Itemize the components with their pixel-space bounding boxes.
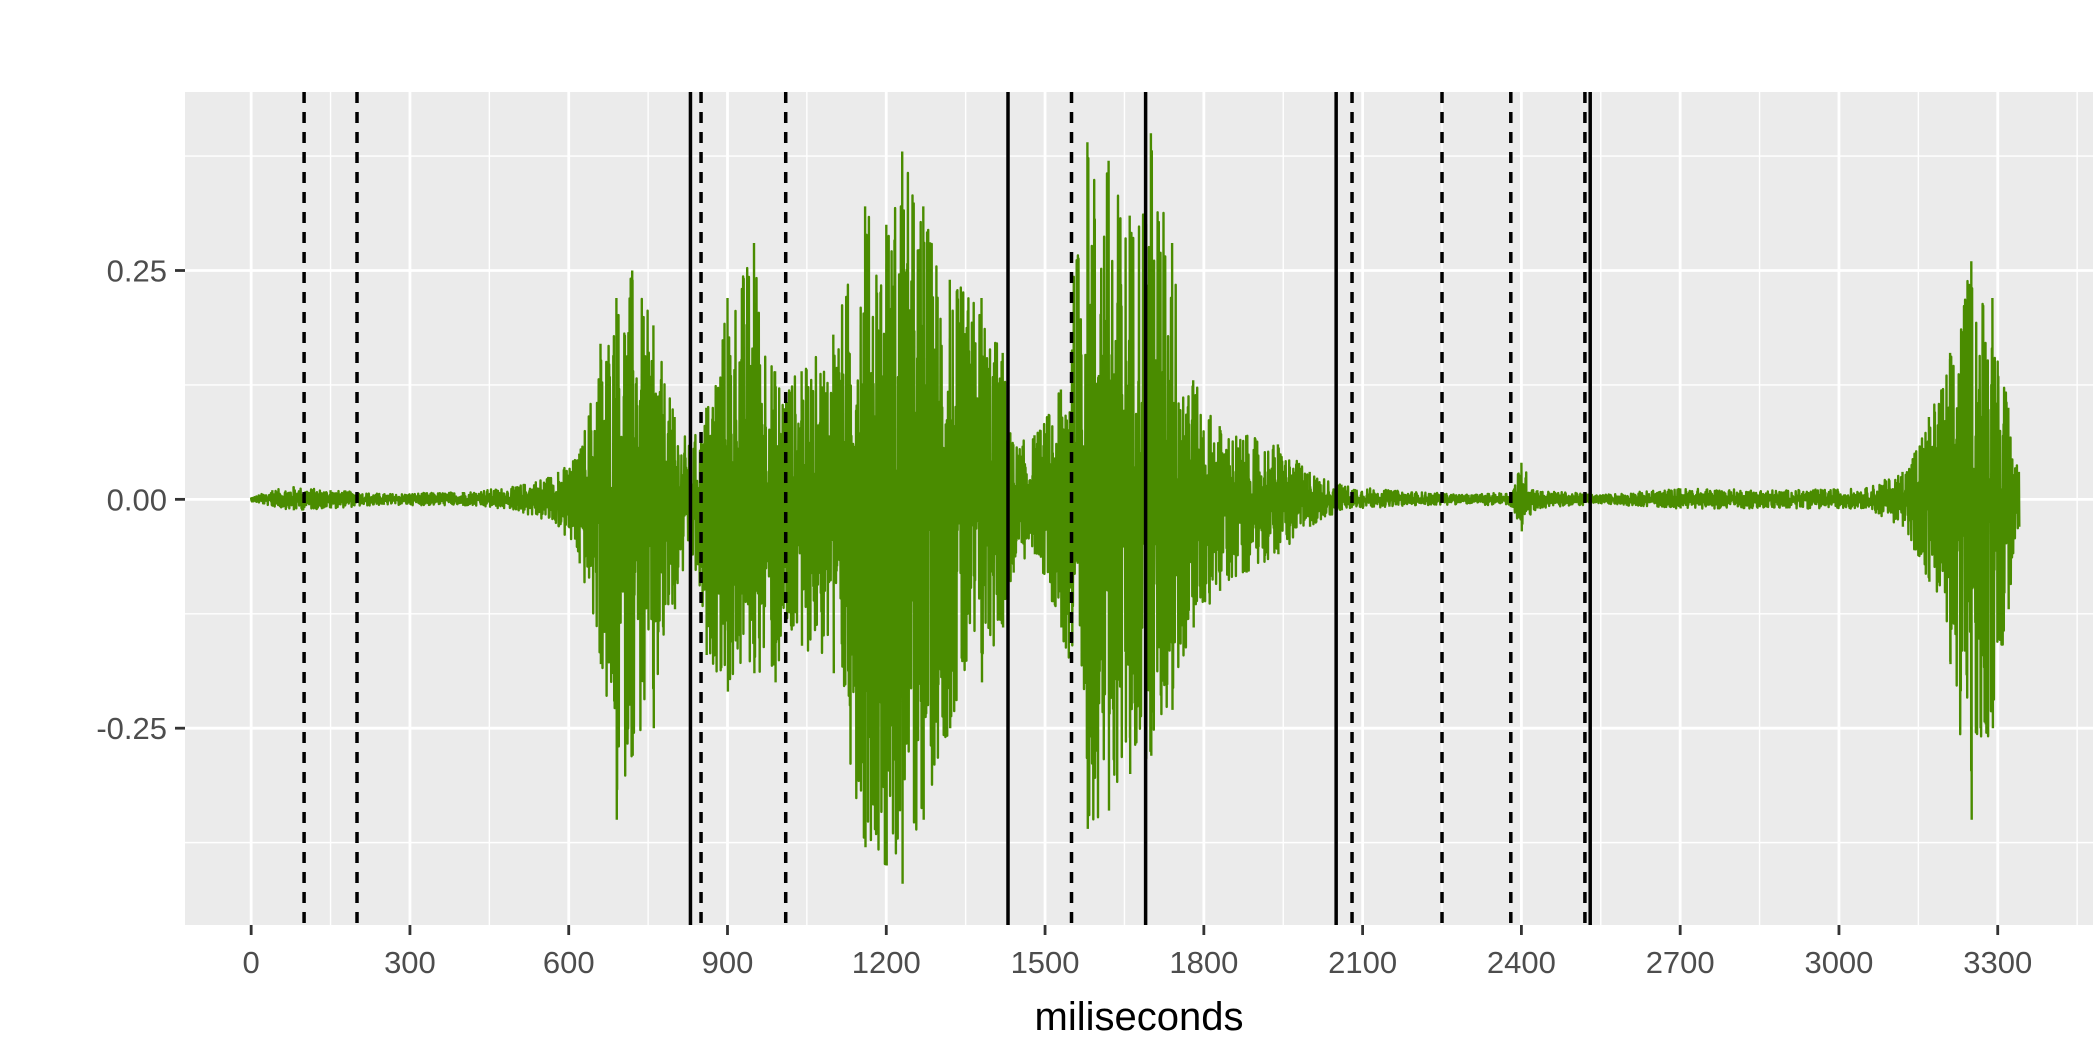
x-tick-label: 3300 — [1963, 945, 2032, 980]
segment-boundaries — [302, 92, 1592, 925]
x-tick-label: 1800 — [1169, 945, 1238, 980]
x-tick-label: 0 — [243, 945, 260, 980]
x-tick-label: 2100 — [1328, 945, 1397, 980]
x-tick-label: 2400 — [1487, 945, 1556, 980]
x-tick-label: 1200 — [852, 945, 921, 980]
y-tick-label: -0.25 — [96, 711, 167, 746]
x-tick-label: 2700 — [1646, 945, 1715, 980]
x-axis: 0 300 600 900 1200 1500 1800 2100 2400 2700 3000 33… — [243, 925, 2032, 980]
x-tick-label: 3000 — [1804, 945, 1873, 980]
x-axis-title: miliseconds — [1035, 995, 1244, 1039]
x-tick-label: 300 — [384, 945, 436, 980]
x-tick-label: 600 — [543, 945, 595, 980]
x-tick-label: 1500 — [1011, 945, 1080, 980]
y-tick-label: 0.00 — [107, 482, 167, 517]
x-tick-label: 900 — [702, 945, 754, 980]
y-axis: 0.25 0.00 -0.25 — [96, 254, 185, 746]
y-tick-label: 0.25 — [107, 254, 167, 289]
